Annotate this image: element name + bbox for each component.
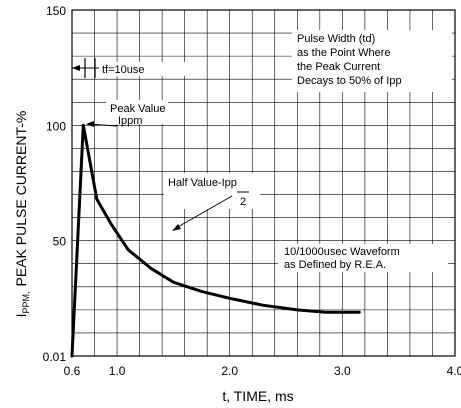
tick-labels: 0.6 1.0 2.0 3.0 4.0 0.01 50 100 150 <box>43 4 461 378</box>
waveform-line-1: 10/1000usec Waveform <box>284 246 400 258</box>
half-value-denominator: 2 <box>240 196 246 208</box>
pulse-width-line-2: as the Point Where <box>297 47 391 59</box>
x-tick-label: 1.0 <box>109 364 126 378</box>
y-tick-label: 100 <box>46 119 66 133</box>
tf-label: tf=10use <box>102 64 145 76</box>
tf-marker: tf=10use <box>72 58 197 78</box>
x-tick-label: 4.0 <box>447 364 461 378</box>
plot-frame <box>71 9 456 357</box>
half-value-note: Half Value-Ipp 2 <box>164 173 260 231</box>
pulse-waveform-line <box>70 123 361 358</box>
y-axis-symbol: I <box>13 313 29 317</box>
pulse-width-line-4: Decays to 50% of Ipp <box>297 75 402 87</box>
waveform-note: 10/1000usec Waveform as Defined by R.E.A… <box>278 244 448 272</box>
y-axis-main: PEAK PULSE CURRENT-% <box>13 111 29 287</box>
pulse-width-note: Pulse Width (td) as the Point Where the … <box>292 30 452 92</box>
waveform-line-2: as Defined by R.E.A. <box>284 259 386 271</box>
peak-value-line-2: Ippm <box>118 115 142 127</box>
x-tick-label: 3.0 <box>334 364 351 378</box>
peak-value-line-1: Peak Value <box>110 103 165 115</box>
svg-text:IPPM,PEAK PULSE CURRENT-%: IPPM, PEAK PULSE CURRENT-% <box>13 111 31 318</box>
x-tick-label: 2.0 <box>221 364 238 378</box>
pulse-width-line-1: Pulse Width (td) <box>297 33 375 45</box>
half-value-label: Half Value-Ipp <box>168 177 237 189</box>
y-tick-label: 0.01 <box>43 350 67 364</box>
y-axis-title: IPPM, PEAK PULSE CURRENT-% <box>13 111 31 318</box>
peak-value-note: Peak Value Ippm <box>86 100 168 127</box>
y-tick-label: 50 <box>53 235 67 249</box>
x-tick-label: 0.6 <box>64 364 81 378</box>
y-tick-label: 150 <box>46 4 66 18</box>
x-axis-title: t, TIME, ms <box>222 388 293 404</box>
y-axis-subscript: PPM, <box>21 291 31 313</box>
pulse-width-line-3: the Peak Current <box>297 61 380 73</box>
